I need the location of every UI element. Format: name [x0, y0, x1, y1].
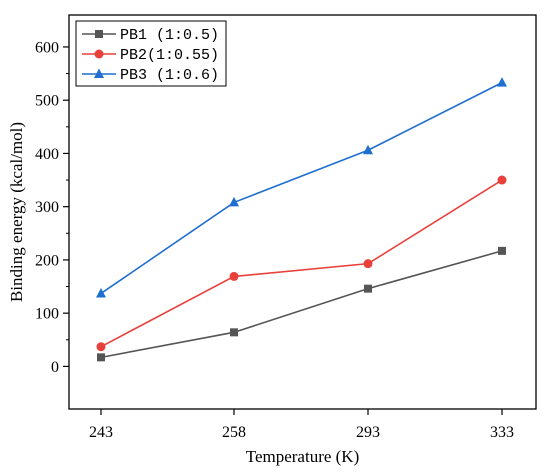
- legend-entry: PB3 (1:0.6): [82, 67, 219, 84]
- series-line: [100, 81, 503, 295]
- x-tick-label: 293: [356, 424, 380, 441]
- series-2: [96, 175, 507, 352]
- y-tick-label: 500: [35, 93, 59, 110]
- data-point: [363, 259, 373, 269]
- legend-entry: PB1 (1:0.5): [82, 27, 219, 44]
- x-tick-label: 243: [89, 424, 113, 441]
- legend-label: PB2(1:0.55): [120, 47, 219, 64]
- plot-area: [68, 14, 537, 410]
- data-point: [96, 342, 106, 352]
- legend-swatch-marker: [94, 68, 104, 78]
- plot-frame: [68, 14, 537, 410]
- x-axis-title: Temperature (K): [246, 447, 360, 466]
- data-point: [229, 271, 239, 281]
- series-1: [97, 246, 506, 362]
- series-line: [100, 250, 503, 359]
- y-axis-title: Binding energy (kcal/mol): [7, 122, 26, 302]
- data-point: [364, 284, 372, 293]
- y-tick-label: 400: [35, 146, 59, 163]
- x-axis: 243 258 293 333: [89, 409, 514, 441]
- y-tick-label: 0: [51, 359, 59, 376]
- legend-label: PB1 (1:0.5): [120, 27, 219, 44]
- legend-label: PB3 (1:0.6): [120, 67, 219, 84]
- x-tick-label: 333: [490, 424, 514, 441]
- y-axis: 0 100 200 300 400 500 600: [35, 39, 69, 376]
- data-point: [97, 353, 105, 362]
- series-3: [96, 77, 507, 298]
- y-tick-label: 300: [35, 199, 59, 216]
- y-tick-label: 600: [35, 39, 59, 56]
- y-tick-label: 200: [35, 252, 59, 269]
- data-point: [497, 175, 507, 185]
- data-point: [96, 287, 106, 298]
- legend: PB1 (1:0.5) PB2(1:0.55) PB3 (1:0.6): [75, 20, 227, 87]
- series-group: [96, 77, 507, 362]
- legend-swatch-marker: [95, 30, 103, 38]
- data-point: [230, 328, 238, 337]
- legend-swatch-marker: [94, 49, 104, 59]
- data-point: [229, 196, 239, 207]
- legend-entry: PB2(1:0.55): [82, 47, 219, 64]
- data-point: [498, 246, 506, 255]
- series-line: [100, 179, 503, 348]
- data-point: [363, 144, 373, 155]
- y-tick-label: 100: [35, 306, 59, 323]
- data-point: [497, 77, 507, 87]
- x-tick-label: 258: [222, 424, 246, 441]
